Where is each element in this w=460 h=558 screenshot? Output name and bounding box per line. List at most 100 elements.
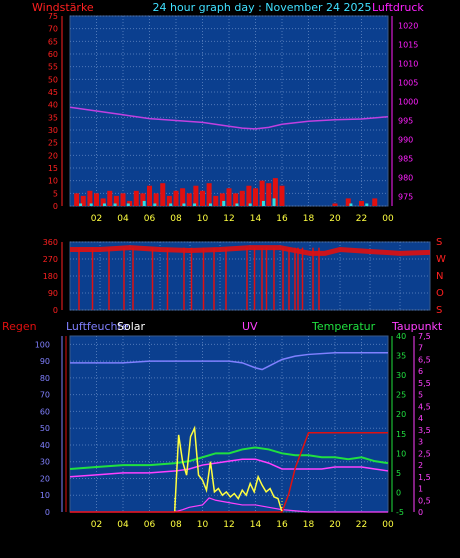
x-tick: 22 bbox=[356, 214, 367, 224]
y-tick-left: 0 bbox=[53, 306, 58, 315]
y-tick-left: 30 bbox=[48, 126, 58, 135]
chart-title: 24 hour graph day : November 24 2025 bbox=[152, 1, 371, 14]
y-tick-humidity: 60 bbox=[40, 407, 50, 416]
temperature-line bbox=[69, 446, 389, 470]
gust-bar bbox=[182, 203, 186, 206]
y-tick-temperature: 25 bbox=[396, 391, 406, 400]
y-tick-humidity: 90 bbox=[40, 357, 50, 366]
y-tick-temperature: 10 bbox=[396, 449, 406, 458]
y-tick-uv: 0 bbox=[418, 508, 423, 517]
y-tick-left: 40 bbox=[48, 101, 58, 110]
dewpoint-line bbox=[69, 458, 389, 478]
y-tick-uv: 5,5 bbox=[418, 379, 431, 388]
y-tick-left: 55 bbox=[48, 63, 58, 72]
y-tick-uv: 3,5 bbox=[418, 426, 431, 435]
y-tick-right: 985 bbox=[398, 155, 413, 164]
direction-label: N bbox=[436, 271, 443, 282]
wind-bar bbox=[259, 180, 265, 206]
x-tick: 16 bbox=[276, 520, 288, 530]
gust-bar bbox=[153, 203, 157, 206]
x-tick: 04 bbox=[117, 214, 129, 224]
y-tick-uv: 6,5 bbox=[418, 355, 431, 364]
y-tick-left: 45 bbox=[48, 88, 58, 97]
x-tick: 20 bbox=[329, 214, 341, 224]
gust-bar bbox=[222, 200, 226, 206]
y-tick-humidity: 70 bbox=[40, 391, 50, 400]
y-tick-left: 180 bbox=[43, 272, 58, 281]
x-tick: 20 bbox=[329, 520, 341, 530]
y-tick-humidity: 50 bbox=[40, 424, 50, 433]
humidity-line bbox=[70, 352, 388, 371]
wind-bar bbox=[226, 188, 232, 206]
y-tick-uv: 1 bbox=[418, 485, 423, 494]
y-tick-left: 70 bbox=[48, 25, 58, 34]
y-tick-temperature: 35 bbox=[396, 352, 406, 361]
y-tick-humidity: 10 bbox=[40, 491, 50, 500]
y-tick-left: 20 bbox=[48, 151, 58, 160]
direction-label: O bbox=[436, 288, 444, 299]
y-tick-temperature: 5 bbox=[396, 469, 401, 478]
wind-bar bbox=[113, 195, 119, 206]
y-tick-temperature: 0 bbox=[396, 488, 401, 497]
wind-bar bbox=[166, 195, 172, 206]
y-tick-right: 980 bbox=[398, 174, 413, 183]
gust-bar bbox=[193, 203, 197, 206]
wind-bar bbox=[180, 188, 186, 206]
x-tick: 14 bbox=[250, 520, 262, 530]
gust-bar bbox=[102, 203, 106, 206]
direction-label: S bbox=[436, 305, 442, 316]
direction-label: S bbox=[436, 237, 442, 248]
x-tick: 08 bbox=[170, 214, 182, 224]
direction-label: W bbox=[436, 254, 446, 265]
wind-bar bbox=[372, 198, 378, 206]
x-tick: 06 bbox=[144, 214, 156, 224]
x-tick: 00 bbox=[382, 520, 394, 530]
y-tick-temperature: 20 bbox=[396, 410, 406, 419]
gust-bar bbox=[248, 203, 252, 206]
y-tick-humidity: 100 bbox=[35, 340, 50, 349]
gust-bar bbox=[126, 203, 130, 206]
x-tick: 14 bbox=[250, 214, 262, 224]
y-tick-uv: 2,5 bbox=[418, 449, 431, 458]
y-tick-temperature: 15 bbox=[396, 430, 406, 439]
wind-bar bbox=[87, 190, 93, 206]
wind-bar bbox=[140, 193, 146, 206]
wind-bar bbox=[359, 200, 364, 206]
y-tick-left: 360 bbox=[43, 238, 58, 247]
y-tick-right: 1020 bbox=[398, 22, 418, 31]
x-tick: 18 bbox=[303, 520, 315, 530]
wind-bar bbox=[133, 190, 139, 206]
wind-bar bbox=[173, 190, 179, 206]
y-tick-right: 975 bbox=[398, 193, 413, 202]
legend-luftfeuchte: Luftfeuchte bbox=[66, 320, 129, 333]
gust-bar bbox=[169, 203, 173, 206]
y-tick-right: 1005 bbox=[398, 79, 418, 88]
y-tick-left: 90 bbox=[48, 289, 58, 298]
wind-bar bbox=[219, 193, 225, 206]
y-tick-left: 25 bbox=[48, 139, 58, 148]
y-tick-left: 65 bbox=[48, 37, 58, 46]
wind-bar bbox=[239, 190, 245, 206]
y-tick-humidity: 20 bbox=[40, 474, 50, 483]
x-tick: 12 bbox=[223, 214, 234, 224]
y-tick-uv: 6 bbox=[418, 367, 423, 376]
x-tick: 16 bbox=[276, 214, 288, 224]
wind-bar bbox=[107, 190, 113, 206]
y-tick-uv: 3 bbox=[418, 438, 423, 447]
gust-bar bbox=[79, 203, 83, 206]
gust-bar bbox=[208, 203, 212, 206]
y-tick-left: 0 bbox=[53, 202, 58, 211]
wind-bar bbox=[193, 185, 199, 206]
y-tick-right: 990 bbox=[398, 136, 413, 145]
wind-bar bbox=[213, 195, 219, 206]
y-tick-right: 1010 bbox=[398, 60, 418, 69]
solar-line bbox=[173, 425, 283, 513]
x-tick: 22 bbox=[356, 520, 367, 530]
uv-line bbox=[70, 497, 388, 513]
y-tick-uv: 7 bbox=[418, 344, 423, 353]
wind-bar bbox=[80, 195, 86, 206]
legend-solar: Solar bbox=[117, 320, 146, 333]
wind-bar bbox=[120, 193, 126, 206]
